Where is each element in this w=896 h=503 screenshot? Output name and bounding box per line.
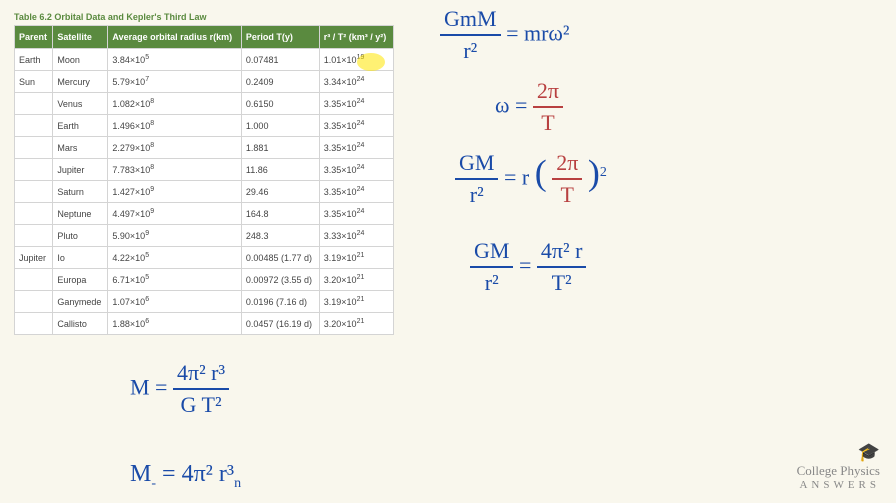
column-header: Period T(y) — [241, 26, 319, 49]
table-row: Jupiter7.783×10811.863.35×1024 — [15, 159, 394, 181]
equation-4: GMr² = 4π² rT² — [470, 238, 586, 297]
data-table: ParentSatelliteAverage orbital radius r(… — [14, 25, 394, 335]
table-row: Pluto5.90×109248.33.33×1024 — [15, 225, 394, 247]
table-row: SunMercury5.79×1070.24093.34×1024 — [15, 71, 394, 93]
graduation-cap-icon: 🎓 — [797, 442, 880, 463]
highlight-marker — [357, 53, 385, 71]
table-row: Neptune4.497×109164.83.35×1024 — [15, 203, 394, 225]
equation-1: GmMr² = mrω² — [440, 6, 570, 65]
logo-line2: ANSWERS — [797, 479, 880, 491]
equation-2: ω = 2πT — [495, 78, 563, 137]
table-row: Europa6.71×1050.00972 (3.55 d)3.20×1021 — [15, 269, 394, 291]
table-row: JupiterIo4.22×1050.00485 (1.77 d)3.19×10… — [15, 247, 394, 269]
column-header: Satellite — [53, 26, 108, 49]
table-row: Callisto1.88×1060.0457 (16.19 d)3.20×102… — [15, 313, 394, 335]
logo-line1: College Physics — [797, 463, 880, 479]
table-row: Saturn1.427×10929.463.35×1024 — [15, 181, 394, 203]
equation-3: GMr² = r ( 2πT )2 — [455, 150, 607, 209]
table-row: Ganymede1.07×1060.0196 (7.16 d)3.19×1021 — [15, 291, 394, 313]
column-header: r³ / T² (km³ / y²) — [319, 26, 393, 49]
table-row: Mars2.279×1081.8813.35×1024 — [15, 137, 394, 159]
column-header: Parent — [15, 26, 53, 49]
table-row: EarthMoon3.84×1050.074811.01×1019 — [15, 49, 394, 71]
table-caption: Table 6.2 Orbital Data and Kepler's Thir… — [14, 12, 394, 22]
column-header: Average orbital radius r(km) — [108, 26, 242, 49]
table-row: Earth1.496×1081.0003.35×1024 — [15, 115, 394, 137]
orbital-data-table: Table 6.2 Orbital Data and Kepler's Thir… — [14, 12, 394, 335]
equation-5: M = 4π² r³G T² — [130, 360, 229, 419]
equation-6: M- = 4π² r³n — [130, 460, 241, 493]
table-row: Venus1.082×1080.61503.35×1024 — [15, 93, 394, 115]
logo: 🎓 College Physics ANSWERS — [797, 442, 880, 491]
